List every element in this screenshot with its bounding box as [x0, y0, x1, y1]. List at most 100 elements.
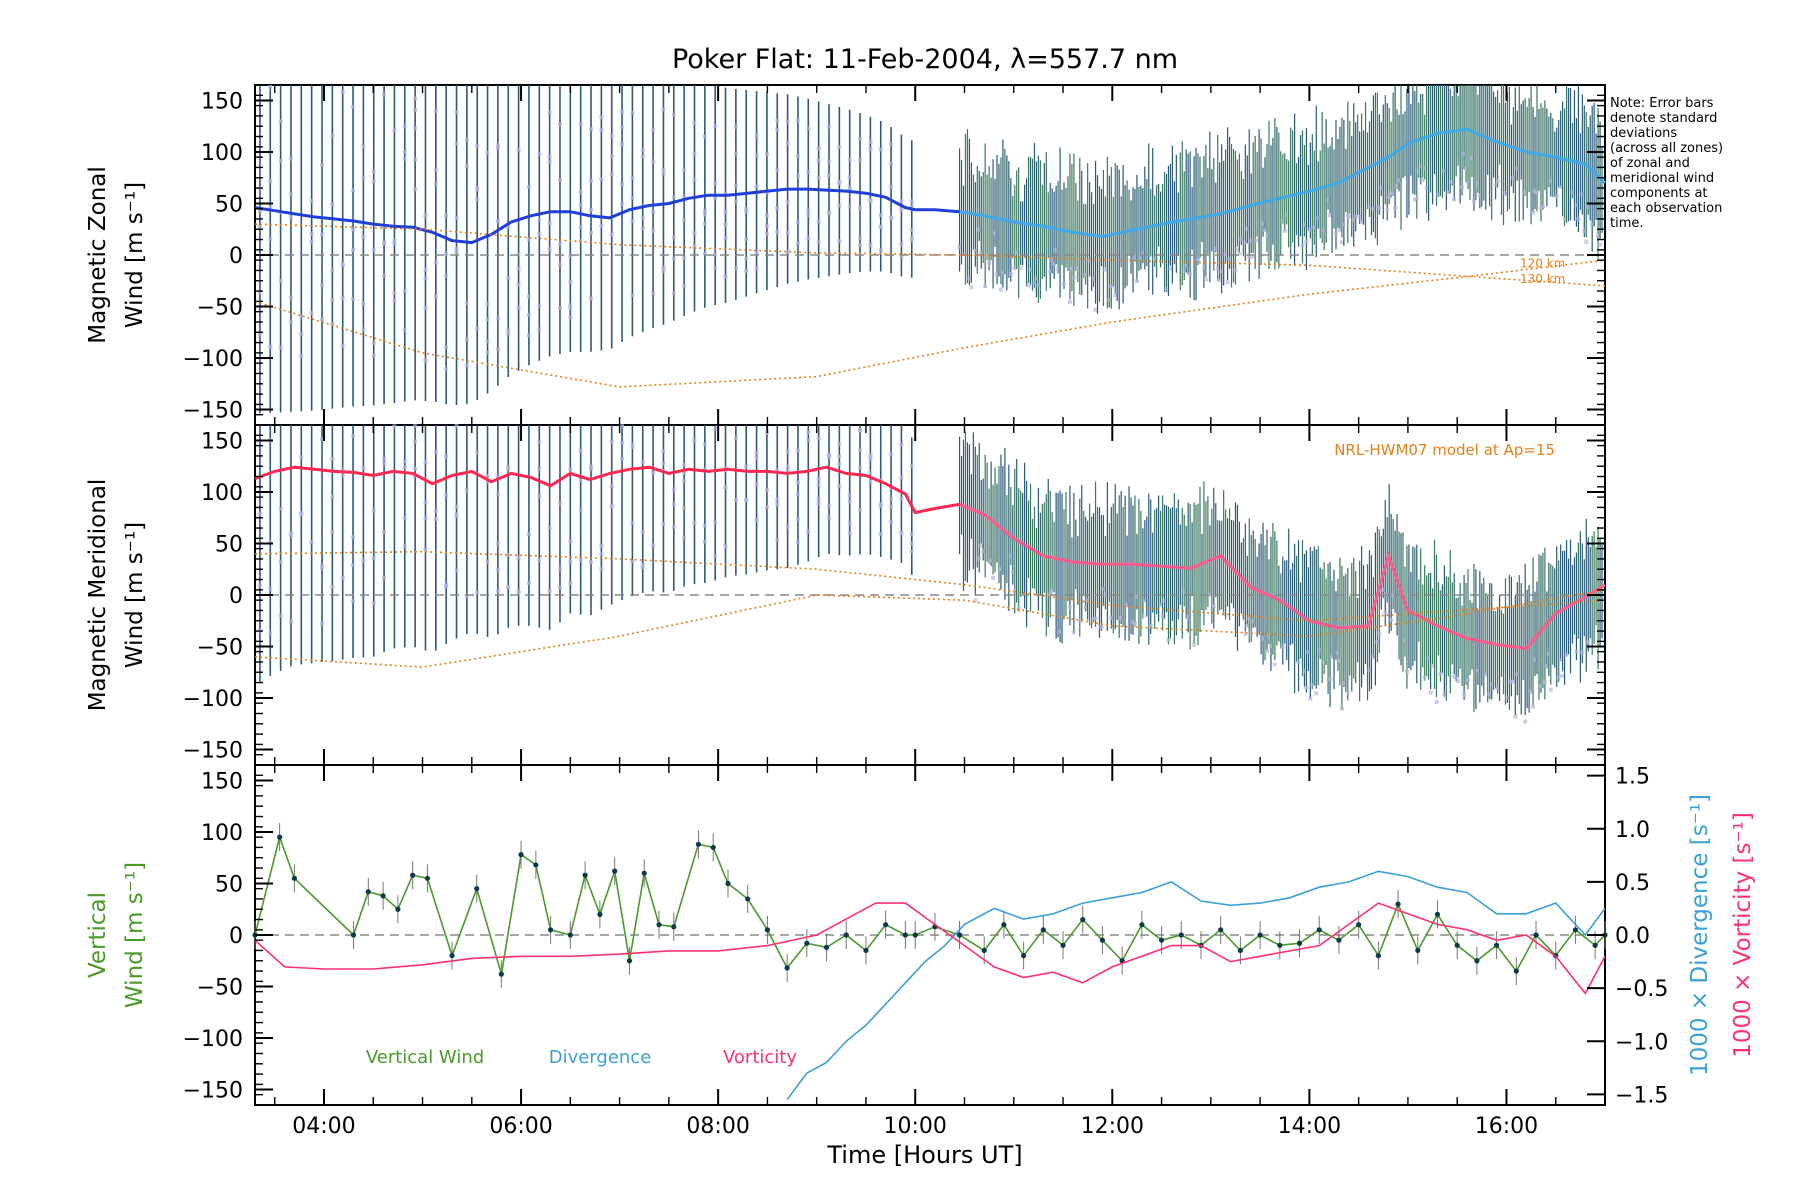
scatter-point [1414, 196, 1419, 201]
scatter-point [1107, 298, 1112, 303]
vertical-wind-point [410, 872, 416, 878]
scatter-point [837, 454, 842, 459]
scatter-point [795, 173, 800, 178]
vertical-wind-point [582, 872, 588, 878]
scatter-point [330, 322, 335, 327]
scatter-point [609, 154, 614, 159]
scatter-point [826, 124, 831, 129]
scatter-point [889, 504, 894, 509]
scatter-point [1393, 206, 1398, 211]
scatter-point [475, 450, 480, 455]
scatter-point [1391, 593, 1396, 598]
scatter-point [330, 584, 335, 589]
scatter-point [1442, 692, 1447, 697]
scatter-point [764, 152, 769, 157]
vertical-wind-point [548, 927, 554, 933]
scatter-point [723, 485, 728, 490]
scatter-point [909, 204, 914, 209]
vertical-wind-point [1533, 932, 1539, 938]
scatter-point [651, 543, 656, 548]
scatter-point [526, 237, 531, 242]
scatter-point [1091, 276, 1096, 281]
scatter-point [444, 345, 449, 350]
scatter-point [433, 508, 438, 513]
scatter-point [1268, 644, 1273, 649]
scatter-point [630, 293, 635, 298]
vertical-wind-point [1139, 922, 1145, 928]
scatter-point [1099, 624, 1104, 629]
scatter-point [1598, 242, 1603, 247]
scatter-point [257, 290, 262, 295]
scatter-point [1341, 222, 1346, 227]
scatter-point [785, 119, 790, 124]
scatter-point [744, 207, 749, 212]
scatter-point [899, 205, 904, 210]
scatter-point [909, 464, 914, 469]
x-tick-label: 14:00 [1278, 1114, 1341, 1139]
scatter-point [495, 474, 500, 479]
scatter-point [979, 250, 984, 255]
scatter-point [682, 256, 687, 261]
scatter-point [495, 541, 500, 546]
scatter-point [1395, 183, 1400, 188]
scatter-point [1302, 669, 1307, 674]
scatter-point [744, 237, 749, 242]
scatter-point [278, 613, 283, 618]
scatter-point [899, 254, 904, 259]
x-tick-label: 06:00 [489, 1114, 552, 1139]
scatter-point [671, 290, 676, 295]
vertical-wind-point [291, 875, 298, 881]
scatter-point [506, 584, 511, 589]
y-axis-label-line1: Vertical [85, 892, 111, 978]
scatter-point [506, 552, 511, 557]
scatter-point [320, 437, 325, 442]
scatter-point [998, 566, 1003, 571]
scatter-point [475, 197, 480, 202]
scatter-point [682, 194, 687, 199]
scatter-point [837, 145, 842, 150]
scatter-point [1438, 672, 1443, 677]
scatter-point [979, 543, 984, 548]
scatter-point [340, 467, 345, 472]
scatter-point [537, 493, 542, 498]
scatter-point [1162, 598, 1167, 603]
scatter-point [702, 442, 707, 447]
scatter-point [1548, 179, 1553, 184]
scatter-point [402, 156, 407, 161]
scatter-point [1531, 704, 1536, 709]
scatter-point [1265, 233, 1270, 238]
scatter-point [1515, 672, 1520, 677]
vertical-wind-point [567, 932, 573, 938]
scatter-point [630, 176, 635, 181]
scatter-point [806, 430, 811, 435]
vertical-wind-point [1021, 953, 1027, 959]
y-tick-label: −150 [183, 1079, 243, 1104]
scatter-point [1377, 631, 1382, 636]
scatter-point [361, 235, 366, 240]
scatter-point [661, 266, 666, 271]
scatter-point [454, 216, 459, 221]
scatter-point [682, 284, 687, 289]
scatter-point [320, 621, 325, 626]
scatter-point [847, 531, 852, 536]
scatter-point [444, 251, 449, 256]
scatter-point [599, 128, 604, 133]
vertical-wind-point [1434, 911, 1441, 917]
scatter-point [433, 450, 438, 455]
scatter-point [1462, 693, 1467, 698]
scatter-point [868, 480, 873, 485]
scatter-point [382, 529, 387, 534]
scatter-point [1261, 636, 1266, 641]
scatter-point [868, 199, 873, 204]
scatter-point [433, 181, 438, 186]
error-bar-note: Note: Error bars denote standard deviati… [1610, 96, 1796, 231]
scatter-point [889, 184, 894, 189]
vertical-wind-point [474, 886, 480, 892]
scatter-point [516, 147, 521, 152]
y-axis-label-line1: Magnetic Zonal [85, 166, 111, 344]
scatter-point [1314, 691, 1319, 696]
scatter-point [889, 161, 894, 166]
scatter-point [1075, 266, 1080, 271]
scatter-point [1119, 615, 1124, 620]
scatter-point [858, 428, 863, 433]
